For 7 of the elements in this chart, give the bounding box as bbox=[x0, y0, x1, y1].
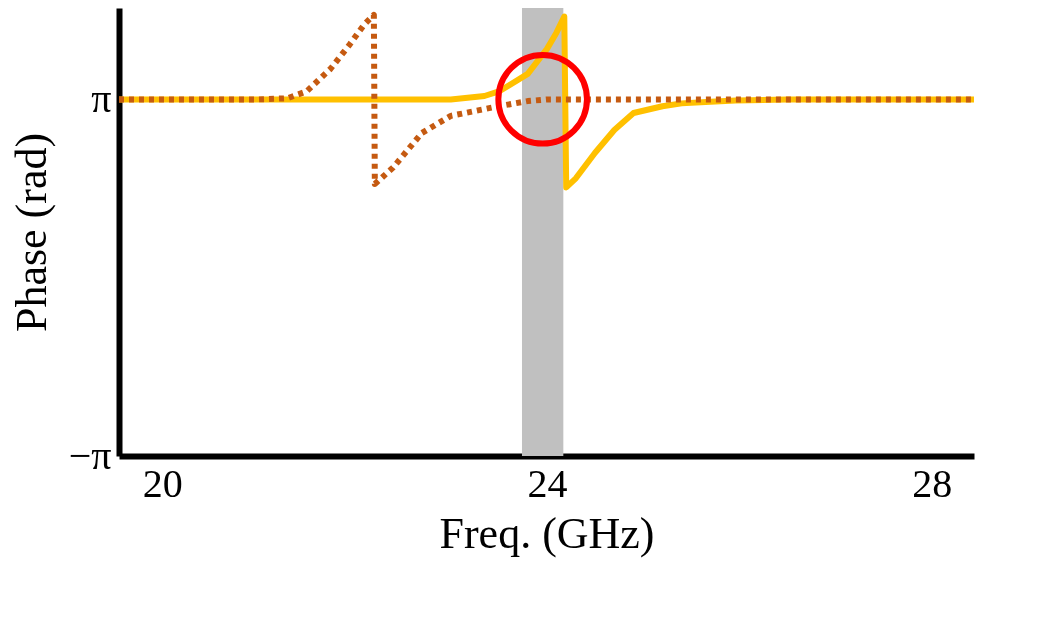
y-tick-label: π bbox=[91, 75, 112, 121]
y-axis-title: Phase (rad) bbox=[6, 132, 56, 333]
x-axis-title: Freq. (GHz) bbox=[439, 508, 655, 558]
x-tick-label: 24 bbox=[527, 460, 568, 506]
x-tick-label: 20 bbox=[142, 460, 183, 506]
y-tick-label: −π bbox=[68, 432, 112, 478]
x-tick-label: 28 bbox=[912, 460, 953, 506]
